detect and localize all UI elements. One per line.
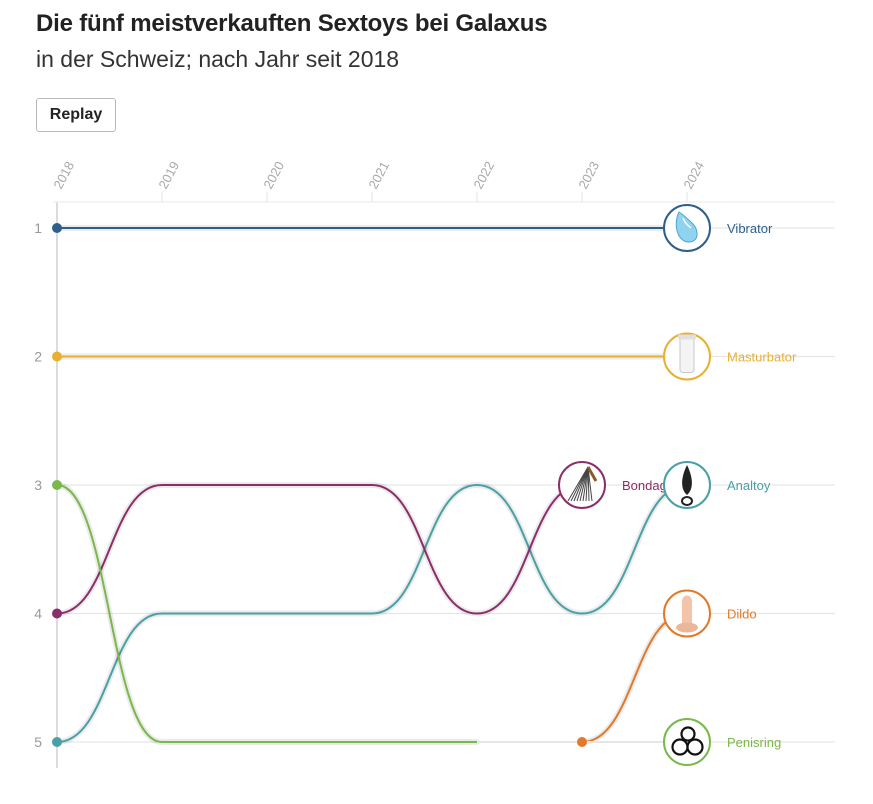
series-line-bondage	[56, 483, 583, 615]
masturbator-shape	[679, 336, 695, 373]
series-start-point	[52, 480, 62, 490]
x-tick-label: 2020	[260, 159, 287, 192]
series-label: Analtoy	[727, 478, 771, 493]
series-start-point	[52, 351, 62, 362]
dildo-shape	[682, 595, 692, 626]
series-end-marker	[663, 718, 711, 766]
series-start-point	[52, 223, 62, 233]
y-tick-label: 4	[34, 606, 42, 622]
series-start-point	[577, 737, 587, 747]
vibrator-shape	[675, 211, 698, 243]
series-label: Dildo	[727, 607, 757, 622]
masturbator-cap	[678, 334, 696, 340]
gridlines	[53, 192, 835, 768]
series-line-penisring	[56, 484, 478, 743]
whip-strand	[587, 466, 593, 502]
x-tick-label: 2019	[155, 159, 182, 192]
analtoy-shape	[682, 465, 692, 495]
y-tick-label: 5	[34, 734, 42, 750]
dildo-base	[676, 622, 698, 633]
series-label: Vibrator	[727, 221, 773, 236]
analtoy-ring	[681, 496, 693, 506]
x-tick-label: 2021	[365, 159, 392, 192]
series-line-analtoy	[56, 483, 688, 743]
axes: 1 2 3 4 5 2018 2019 2020 2021 2022 2023 2024	[34, 159, 707, 750]
x-tick-label: 2023	[575, 159, 602, 192]
series-label: Penisring	[727, 735, 781, 750]
vibrator-highlight	[682, 217, 692, 229]
series-start-point	[52, 608, 62, 619]
x-tick-label: 2022	[470, 159, 497, 192]
chart-subtitle: in der Schweiz; nach Jahr seit 2018	[36, 46, 400, 72]
series-points	[52, 223, 587, 747]
x-tick-label: 2024	[680, 159, 707, 192]
series-line-dildo	[581, 612, 688, 743]
whip-handle	[586, 466, 598, 482]
ring-3	[680, 726, 696, 742]
x-tick-label: 2018	[50, 159, 77, 192]
ring-2	[686, 738, 704, 756]
series-label: Masturbator	[727, 350, 797, 365]
series-line-shadow	[54, 481, 583, 617]
y-tick-label: 3	[34, 477, 42, 493]
y-tick-label: 1	[34, 220, 42, 236]
series-start-point	[52, 737, 62, 747]
series-label: Bondag	[622, 478, 667, 493]
end-icons	[558, 204, 711, 766]
chart-title: Die fünf meistverkauften Sextoys bei Gal…	[36, 10, 548, 37]
series-labels: Vibrator Masturbator Analtoy Bondag Dildo Pen…	[622, 221, 797, 750]
y-tick-label: 2	[34, 349, 42, 365]
replay-button[interactable]: Replay	[36, 98, 116, 132]
